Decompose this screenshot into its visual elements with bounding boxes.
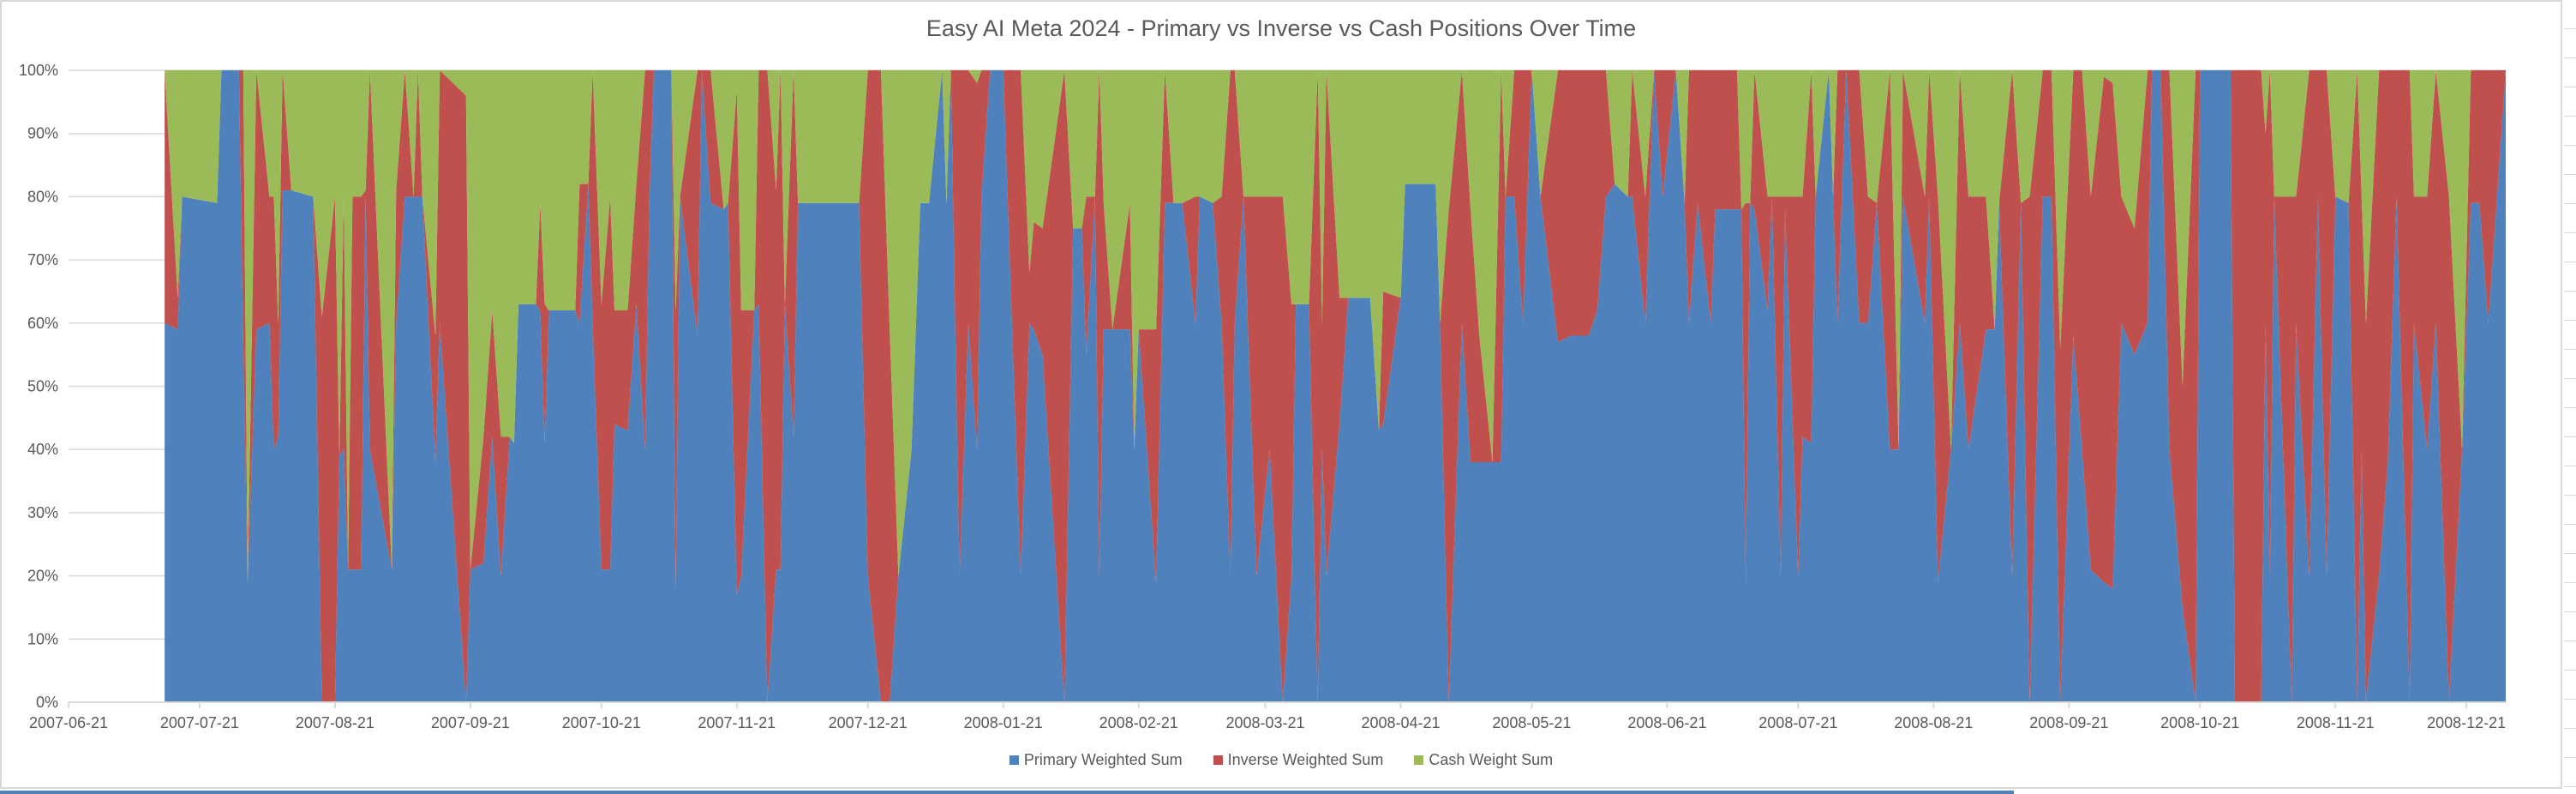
area-primary-weighted-sum bbox=[165, 70, 2507, 702]
legend-swatch-primary bbox=[1009, 755, 1019, 765]
x-tick-label: 2007-09-21 bbox=[431, 714, 510, 731]
x-tick-label: 2008-09-21 bbox=[2029, 714, 2108, 731]
x-tick-label: 2007-08-21 bbox=[296, 714, 374, 731]
y-tick-label: 100% bbox=[19, 62, 58, 79]
x-tick-label: 2007-06-21 bbox=[29, 714, 108, 731]
y-tick-label: 80% bbox=[27, 188, 58, 205]
y-tick-label: 70% bbox=[27, 251, 58, 268]
x-tick-label: 2007-12-21 bbox=[829, 714, 908, 731]
x-tick-label: 2008-10-21 bbox=[2160, 714, 2239, 731]
legend-item-inverse: Inverse Weighted Sum bbox=[1213, 751, 1384, 769]
legend-swatch-inverse bbox=[1213, 755, 1223, 765]
x-tick-label: 2008-01-21 bbox=[964, 714, 1043, 731]
y-tick-label: 50% bbox=[27, 378, 58, 395]
spreadsheet-grid-edge bbox=[2564, 0, 2576, 794]
legend: Primary Weighted Sum Inverse Weighted Su… bbox=[0, 751, 2562, 769]
y-tick-label: 90% bbox=[27, 125, 58, 142]
y-tick-label: 60% bbox=[27, 315, 58, 332]
y-tick-label: 10% bbox=[27, 630, 58, 647]
x-tick-label: 2008-05-21 bbox=[1492, 714, 1571, 731]
area-cash-weight-sum bbox=[165, 70, 2507, 582]
y-tick-label: 20% bbox=[27, 568, 58, 585]
x-tick-label: 2007-11-21 bbox=[698, 714, 776, 731]
area-inverse-weighted-sum bbox=[165, 70, 2507, 702]
x-tick-label: 2008-12-21 bbox=[2427, 714, 2506, 731]
x-tick-label: 2008-04-21 bbox=[1361, 714, 1440, 731]
legend-item-primary: Primary Weighted Sum bbox=[1009, 751, 1183, 769]
x-tick-label: 2008-02-21 bbox=[1099, 714, 1178, 731]
x-tick-label: 2008-08-21 bbox=[1894, 714, 1973, 731]
legend-label-inverse: Inverse Weighted Sum bbox=[1227, 751, 1384, 768]
legend-swatch-cash bbox=[1414, 755, 1424, 765]
legend-label-cash: Cash Weight Sum bbox=[1429, 751, 1554, 768]
y-tick-label: 40% bbox=[27, 441, 58, 458]
x-tick-label: 2008-07-21 bbox=[1758, 714, 1837, 731]
x-tick-label: 2008-03-21 bbox=[1225, 714, 1304, 731]
y-tick-label: 30% bbox=[27, 504, 58, 521]
sheet-tab-strip bbox=[0, 791, 2014, 794]
legend-label-primary: Primary Weighted Sum bbox=[1023, 751, 1183, 768]
x-tick-label: 2007-10-21 bbox=[562, 714, 641, 731]
x-tick-label: 2007-07-21 bbox=[160, 714, 239, 731]
x-tick-label: 2008-11-21 bbox=[2297, 714, 2375, 731]
y-tick-label: 0% bbox=[36, 694, 58, 711]
chart-title: Easy AI Meta 2024 - Primary vs Inverse v… bbox=[926, 15, 1637, 41]
x-tick-label: 2008-06-21 bbox=[1627, 714, 1706, 731]
legend-item-cash: Cash Weight Sum bbox=[1414, 751, 1553, 769]
